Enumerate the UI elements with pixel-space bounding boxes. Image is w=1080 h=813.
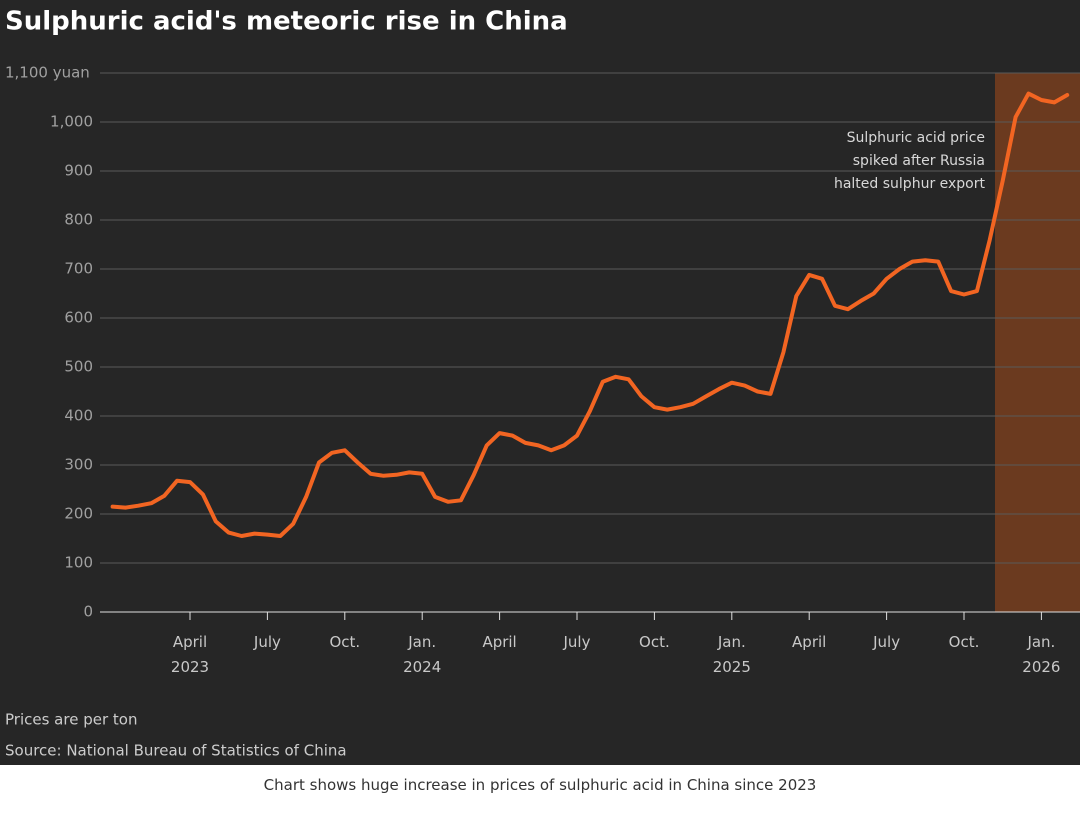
y-tick-label: 700 xyxy=(64,260,93,278)
annotation: Sulphuric acid price spiked after Russia… xyxy=(833,130,985,192)
x-tick-label: April xyxy=(792,633,827,651)
price-line xyxy=(110,91,1070,538)
y-tick-label: 1,000 xyxy=(50,113,93,131)
chart-panel xyxy=(0,0,1080,765)
x-tick-label: Oct. xyxy=(948,633,980,651)
note: Prices are per ton xyxy=(5,711,137,729)
y-tick-label: 1,100 yuan xyxy=(5,64,90,82)
x-tick-label: Oct. xyxy=(639,633,670,651)
caption: Chart shows huge increase in prices of s… xyxy=(263,776,817,794)
y-tick-label: 600 xyxy=(64,309,93,327)
y-tick-label: 200 xyxy=(64,505,93,523)
x-tick-label: April 2023 xyxy=(170,633,210,676)
x-tick-label: April xyxy=(482,633,517,651)
x-tick-label: July xyxy=(563,633,591,651)
y-tick-label: 800 xyxy=(64,211,93,229)
x-tick-label: Jan. 2024 xyxy=(403,633,442,676)
y-tick-label: 400 xyxy=(64,407,93,425)
x-tick-label: Jan. 2025 xyxy=(712,633,751,676)
y-tick-label: 0 xyxy=(83,603,93,621)
x-tick-label: Jan. 2026 xyxy=(1022,633,1061,676)
chart-title: Sulphuric acid's meteoric rise in China xyxy=(5,7,568,37)
chart: Sulphuric acid's meteoric rise in China … xyxy=(5,7,1080,760)
x-tick-label: July xyxy=(873,633,901,651)
y-tick-label: 300 xyxy=(64,456,93,474)
x-tick-label: July xyxy=(253,633,281,651)
x-tick-label: Oct. xyxy=(329,633,361,651)
source: Source: National Bureau of Statistics of… xyxy=(5,742,347,760)
highlight-region xyxy=(995,73,1080,612)
y-tick-label: 500 xyxy=(64,358,93,376)
y-tick-label: 100 xyxy=(64,554,93,572)
y-tick-label: 900 xyxy=(64,162,93,180)
